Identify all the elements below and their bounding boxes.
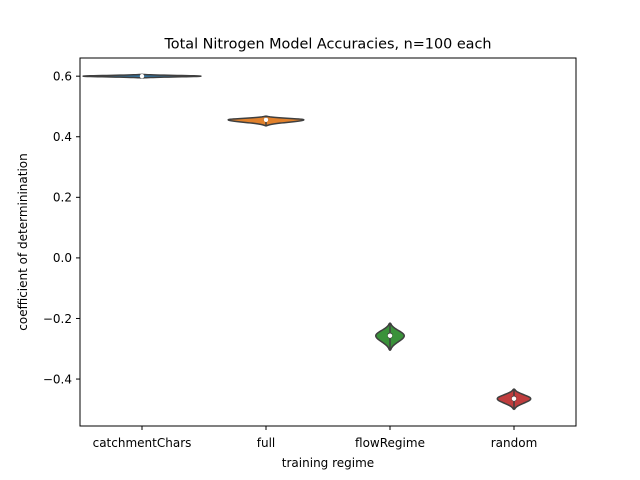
x-axis: catchmentChars full flowRegime random: [93, 426, 538, 450]
x-tick-label: random: [491, 436, 538, 450]
y-axis: −0.4 −0.2 0.0 0.2 0.4 0.6: [43, 69, 80, 386]
y-tick-label: 0.4: [53, 130, 72, 144]
x-tick-label: flowRegime: [355, 436, 425, 450]
x-tick-label: catchmentChars: [93, 436, 192, 450]
x-tick-label: full: [257, 436, 276, 450]
median-point-full: [263, 117, 269, 122]
chart-title: Total Nitrogen Model Accuracies, n=100 e…: [163, 37, 491, 53]
x-axis-label: training regime: [282, 456, 374, 470]
y-tick-label: −0.2: [43, 312, 72, 326]
plot-frame: [79, 57, 577, 427]
y-tick-label: 0.0: [53, 251, 72, 265]
y-tick-label: 0.6: [53, 69, 72, 83]
y-axis-label: coefficient of determinination: [16, 153, 30, 330]
median-point-catchmentChars: [139, 73, 145, 79]
plot-area: [82, 73, 532, 411]
y-tick-label: −0.4: [43, 372, 72, 386]
median-point-flowRegime: [387, 333, 393, 338]
median-point-random: [511, 396, 517, 401]
y-tick-label: 0.2: [53, 191, 72, 205]
